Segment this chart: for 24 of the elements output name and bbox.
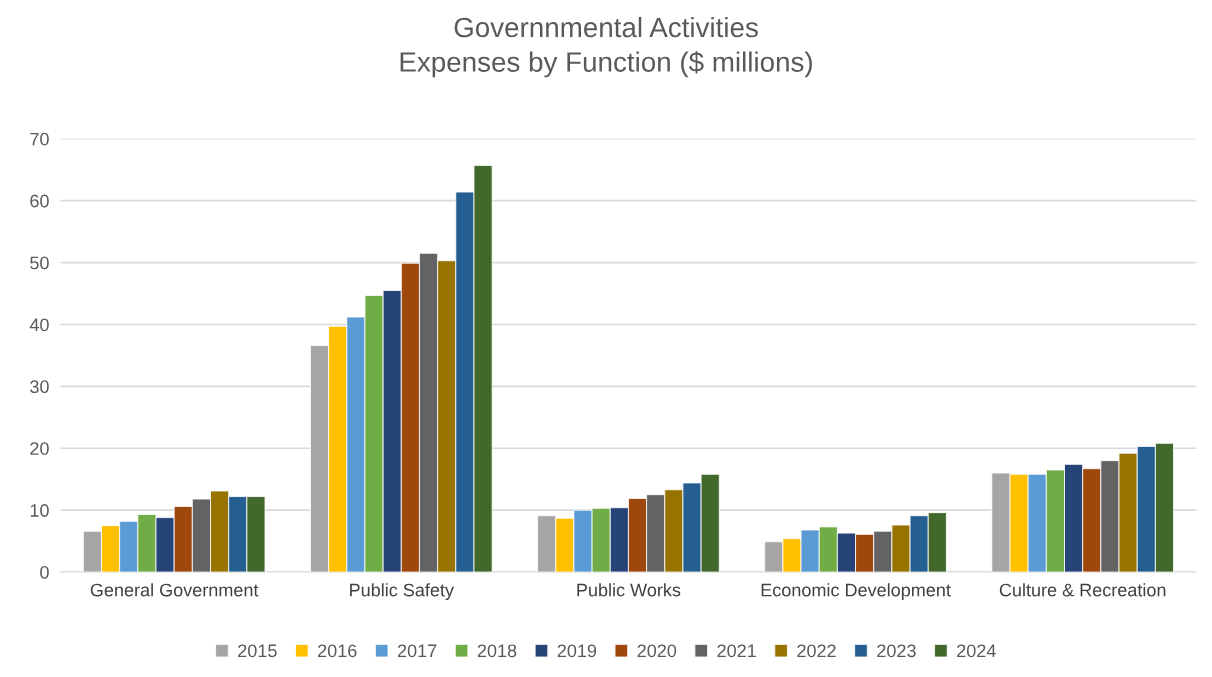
legend-label: 2017 (397, 644, 437, 658)
y-tick-label: 20 (30, 442, 49, 455)
legend-label: 2021 (717, 644, 756, 658)
y-tick-label: 30 (30, 380, 49, 394)
y-tick-label: 50 (30, 256, 49, 270)
legend-label: 2015 (238, 644, 277, 658)
y-tick-label: 70 (30, 132, 49, 146)
legend-label: 2016 (318, 644, 357, 658)
chart-title: Governnmental Activities Expenses by Function ($ millions) (400, 16, 812, 78)
x-tick-label: Public Works (577, 583, 681, 597)
x-tick-label: Public Safety (350, 583, 454, 601)
legend-label: 2024 (957, 644, 996, 658)
y-tick-label: 0 (40, 566, 49, 579)
legend-label: 2020 (637, 644, 677, 658)
x-tick-label: Economic Development (761, 583, 951, 601)
y-tick-label: 60 (30, 194, 49, 208)
y-tick-label: 40 (29, 318, 49, 332)
x-tick-label: Culture & Recreation (999, 583, 1166, 597)
y-tick-label: 10 (30, 504, 49, 517)
legend-label: 2022 (797, 644, 836, 658)
legend-label: 2019 (557, 644, 597, 658)
legend-label: 2018 (477, 644, 517, 658)
legend-label: 2023 (877, 644, 916, 658)
x-tick-label: General Government (90, 583, 259, 597)
